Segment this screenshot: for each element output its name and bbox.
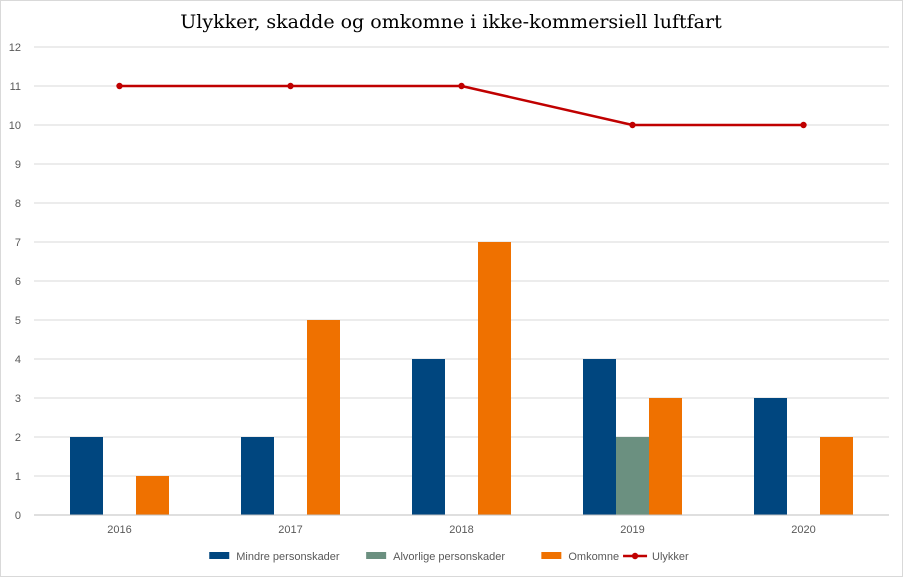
legend-swatch: [366, 552, 387, 559]
legend-swatch: [209, 552, 230, 559]
bar-omkomne: [820, 437, 853, 515]
y-tick-label: 1: [15, 471, 21, 483]
y-tick-label: 11: [10, 81, 21, 93]
y-tick-label: 10: [9, 120, 21, 132]
legend-swatch-marker: [631, 552, 639, 560]
y-tick-label: 7: [15, 237, 21, 249]
line-point: [800, 121, 807, 129]
legend-label: Mindre personskader: [236, 551, 340, 563]
line-path: [119, 84, 804, 127]
y-tick-label: 3: [15, 393, 21, 405]
x-tick-label: 2020: [791, 524, 815, 536]
line-point: [116, 82, 123, 90]
x-tick-label: 2019: [620, 524, 644, 536]
y-tick-label: 12: [9, 42, 21, 54]
bar-mindre-personskader: [241, 437, 274, 515]
line-point: [458, 82, 465, 90]
legend-label: Omkomne: [568, 551, 619, 563]
x-axis-tick-labels: 2016 2017 2018 2019 2020: [107, 524, 815, 536]
bar-mindre-personskader: [754, 398, 787, 515]
bar-omkomne: [649, 398, 682, 515]
x-tick-label: 2017: [278, 524, 302, 536]
x-tick-label: 2016: [107, 524, 131, 536]
y-tick-label: 5: [15, 315, 21, 327]
legend-item: Ulykker: [623, 551, 689, 563]
bar-omkomne: [136, 476, 169, 515]
legend: Mindre personskader Alvorlige personskade…: [209, 551, 689, 563]
y-tick-label: 6: [15, 276, 21, 288]
ulykker-line-series: [116, 82, 807, 129]
line-point: [287, 82, 294, 90]
y-tick-label: 8: [15, 198, 21, 210]
bar-mindre-personskader: [583, 359, 616, 515]
y-tick-label: 2: [15, 432, 21, 444]
legend-label: Ulykker: [652, 551, 689, 563]
legend-swatch: [541, 552, 562, 559]
y-tick-label: 4: [15, 354, 21, 366]
legend-item: Alvorlige personskader: [366, 551, 505, 563]
bar-mindre-personskader: [412, 359, 445, 515]
chart-title: Ulykker, skadde og omkomne i ikke-kommer…: [180, 11, 722, 33]
bar-omkomne: [307, 320, 340, 515]
y-tick-label: 9: [15, 159, 21, 171]
bars: [70, 242, 853, 515]
y-tick-label: 0: [15, 510, 21, 522]
legend-item: Mindre personskader: [209, 551, 340, 563]
bar-alvorlige-personskader: [616, 437, 649, 515]
bar-omkomne: [478, 242, 511, 515]
bar-mindre-personskader: [70, 437, 103, 515]
legend-item: Omkomne: [541, 551, 619, 563]
line-point: [629, 121, 636, 129]
x-tick-label: 2018: [449, 524, 473, 536]
legend-label: Alvorlige personskader: [393, 551, 505, 563]
